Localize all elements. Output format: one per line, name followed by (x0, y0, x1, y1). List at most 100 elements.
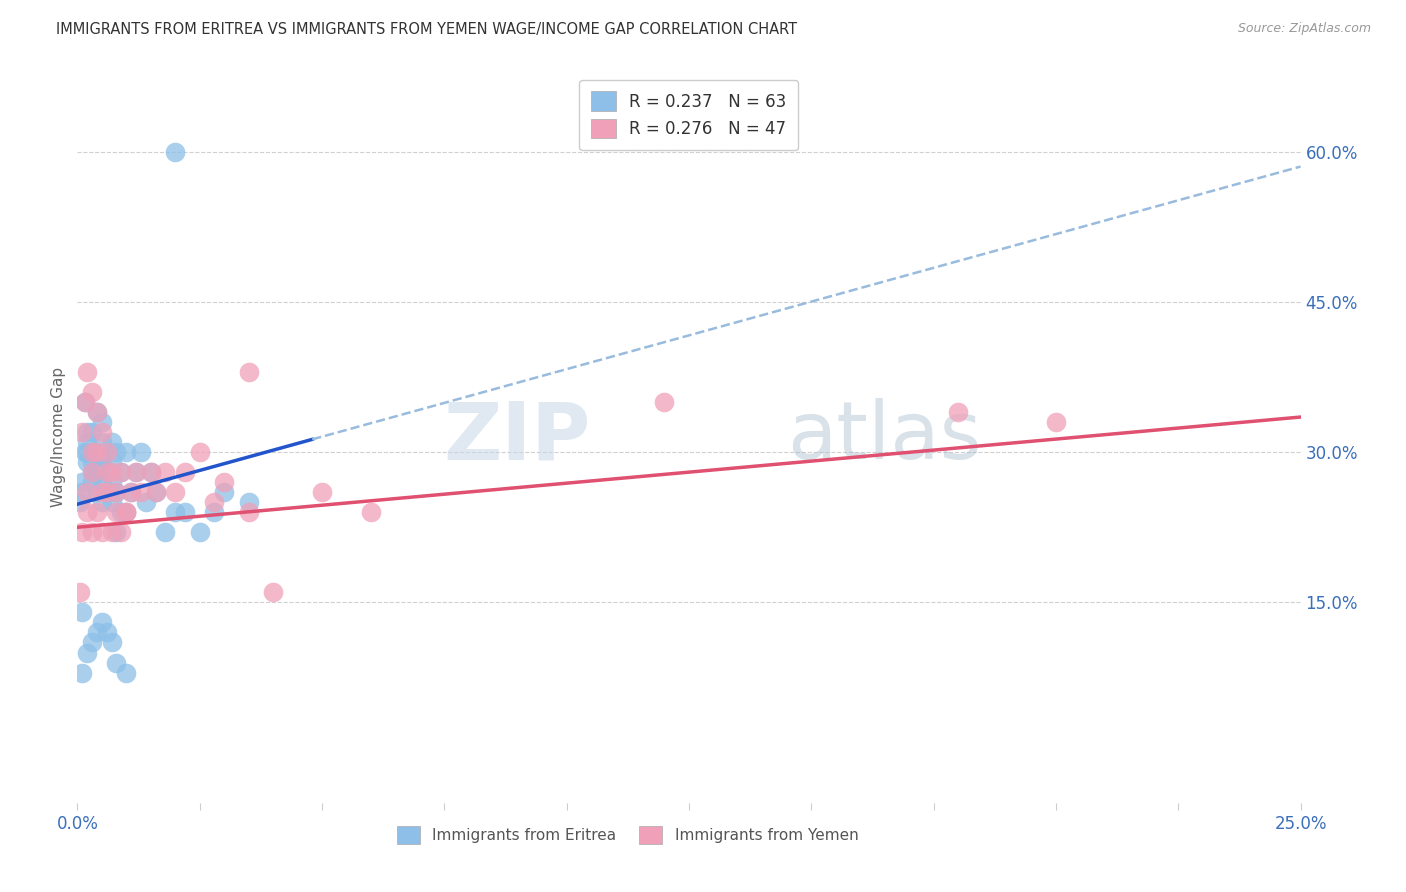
Point (120, 485, 142, 500)
Point (135, 495, 157, 509)
Point (212, 475, 235, 490)
Point (115, 505, 138, 519)
Point (90, 615, 112, 630)
Point (86, 505, 108, 519)
Point (174, 465, 197, 479)
Point (76, 455, 98, 469)
Point (86, 465, 108, 479)
Point (188, 525, 211, 540)
Point (100, 635, 122, 649)
Point (80, 445, 103, 459)
Point (86, 405, 108, 419)
Point (96, 625, 118, 640)
Point (311, 485, 333, 500)
Point (115, 505, 138, 519)
Point (90, 495, 112, 509)
Point (80, 455, 103, 469)
Point (145, 485, 167, 500)
Point (110, 505, 132, 519)
Point (90, 425, 112, 439)
Point (70, 665, 93, 680)
Text: Source: ZipAtlas.com: Source: ZipAtlas.com (1237, 22, 1371, 36)
Point (105, 445, 128, 459)
Point (90, 415, 112, 429)
Point (100, 525, 122, 540)
Point (80, 635, 103, 649)
Point (105, 485, 128, 500)
Point (70, 485, 93, 500)
Point (125, 465, 148, 479)
Point (76, 485, 98, 500)
Point (73, 395, 96, 409)
Text: atlas: atlas (787, 398, 981, 476)
Point (202, 495, 225, 509)
Point (165, 505, 187, 519)
Text: ZIP: ZIP (444, 398, 591, 476)
Point (76, 425, 98, 439)
Point (70, 525, 93, 540)
Point (105, 485, 128, 500)
Point (70, 425, 93, 439)
Point (262, 585, 284, 599)
Point (212, 485, 235, 500)
Point (100, 465, 122, 479)
Point (69, 585, 91, 599)
Point (76, 365, 98, 379)
Point (129, 485, 152, 500)
Point (76, 435, 98, 450)
Point (1045, 415, 1067, 429)
Point (80, 465, 103, 479)
Point (115, 505, 138, 519)
Point (125, 465, 148, 479)
Point (86, 445, 108, 459)
Point (100, 455, 122, 469)
Point (96, 465, 118, 479)
Point (80, 525, 103, 540)
Point (654, 395, 676, 409)
Point (110, 465, 132, 479)
Point (145, 485, 167, 500)
Point (90, 455, 112, 469)
Point (80, 384, 103, 399)
Point (90, 435, 112, 450)
Point (115, 445, 138, 459)
Y-axis label: Wage/Income Gap: Wage/Income Gap (51, 367, 66, 508)
Point (165, 485, 187, 500)
Point (80, 445, 103, 459)
Point (76, 445, 98, 459)
Point (100, 435, 122, 450)
Point (76, 646, 98, 660)
Point (86, 445, 108, 459)
Point (80, 425, 103, 439)
Point (96, 485, 118, 500)
Point (70, 606, 93, 620)
Text: IMMIGRANTS FROM ERITREA VS IMMIGRANTS FROM YEMEN WAGE/INCOME GAP CORRELATION CHA: IMMIGRANTS FROM ERITREA VS IMMIGRANTS FR… (56, 22, 797, 37)
Point (80, 465, 103, 479)
Point (69, 495, 91, 509)
Point (105, 505, 128, 519)
Point (89, 455, 111, 469)
Point (90, 475, 112, 490)
Point (73, 395, 96, 409)
Point (105, 656, 128, 670)
Point (70, 475, 93, 490)
Point (360, 505, 382, 519)
Point (238, 505, 260, 519)
Point (96, 465, 118, 479)
Point (174, 505, 197, 519)
Point (202, 505, 225, 519)
Point (129, 445, 152, 459)
Point (76, 505, 98, 519)
Point (105, 525, 128, 540)
Point (83, 465, 105, 479)
Point (96, 445, 118, 459)
Point (115, 665, 138, 680)
Point (90, 485, 112, 500)
Point (100, 495, 122, 509)
Point (946, 405, 969, 419)
Point (188, 445, 211, 459)
Point (238, 495, 260, 509)
Legend: Immigrants from Eritrea, Immigrants from Yemen: Immigrants from Eritrea, Immigrants from… (391, 820, 865, 850)
Point (86, 405, 108, 419)
Point (80, 475, 103, 490)
